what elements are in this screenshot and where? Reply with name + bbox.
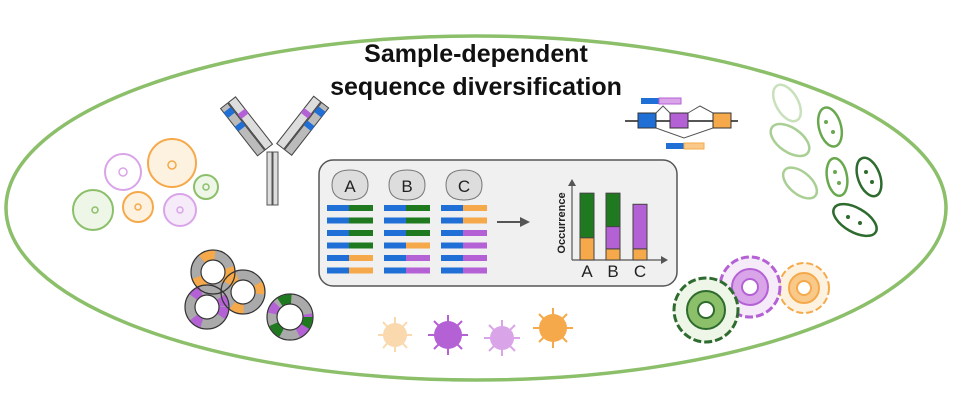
read-blue-segment bbox=[327, 255, 349, 261]
read-purple-segment bbox=[406, 267, 430, 274]
read-blue-segment bbox=[441, 205, 463, 211]
read-green-segment bbox=[349, 217, 373, 224]
bacteria-icon bbox=[769, 83, 883, 238]
read-orange-segment bbox=[463, 205, 487, 211]
read-blue-segment bbox=[441, 255, 463, 261]
x-tick-label-c: C bbox=[634, 262, 646, 281]
bar-c-segment-1 bbox=[632, 203, 648, 250]
read-blue-segment bbox=[384, 217, 406, 224]
flowers-icon bbox=[672, 255, 830, 344]
read-blue-segment bbox=[384, 267, 406, 274]
sample-label-b: B bbox=[401, 177, 412, 196]
read-blue-segment bbox=[384, 230, 406, 236]
read-green-segment bbox=[406, 217, 430, 224]
read-green-segment bbox=[406, 230, 430, 236]
read-orange-segment bbox=[406, 242, 430, 249]
viruses-icon bbox=[378, 308, 573, 356]
outer-ellipse bbox=[4, 34, 948, 382]
read-blue-segment bbox=[327, 217, 349, 224]
bars-group bbox=[579, 192, 648, 261]
read-blue-segment bbox=[327, 230, 349, 236]
y-axis-arrowhead bbox=[568, 179, 576, 186]
read-blue-segment bbox=[327, 267, 349, 274]
title-line-1: Sample-dependent bbox=[364, 40, 588, 68]
bar-a-segment-2 bbox=[579, 192, 595, 239]
bar-b-segment-2 bbox=[605, 192, 621, 228]
read-blue-segment bbox=[384, 205, 406, 211]
read-blue-segment bbox=[384, 242, 406, 249]
read-blue-segment bbox=[327, 205, 349, 211]
sample-drop-icon bbox=[445, 169, 483, 201]
read-purple-segment bbox=[406, 255, 430, 261]
read-purple-segment bbox=[463, 255, 487, 261]
title-line-2: sequence diversification bbox=[330, 73, 622, 101]
read-green-segment bbox=[349, 230, 373, 236]
read-purple-segment bbox=[463, 242, 487, 249]
read-purple-segment bbox=[463, 267, 487, 274]
bar-b-segment-0 bbox=[605, 248, 621, 261]
sample-label-c: C bbox=[458, 177, 470, 196]
sample-drops: A B C bbox=[331, 169, 483, 201]
read-green-segment bbox=[406, 205, 430, 211]
read-blue-segment bbox=[327, 242, 349, 249]
read-orange-segment bbox=[349, 255, 373, 261]
sample-drop-icon bbox=[331, 169, 369, 201]
read-blue-segment bbox=[441, 242, 463, 249]
read-blue-segment bbox=[441, 230, 463, 236]
read-orange-segment bbox=[463, 217, 487, 224]
plasmid-outlines bbox=[184, 249, 314, 341]
gene-splicing-icon bbox=[625, 97, 738, 150]
y-axis-label: Occurrence bbox=[556, 192, 568, 253]
read-green-segment bbox=[349, 242, 373, 249]
arrow-icon bbox=[497, 217, 530, 227]
bar-c-segment-0 bbox=[632, 248, 648, 261]
read-blue-segment bbox=[384, 255, 406, 261]
read-blue-segment bbox=[441, 217, 463, 224]
read-purple-segment bbox=[463, 230, 487, 236]
sequence-reads bbox=[327, 205, 487, 274]
bar-a-segment-0 bbox=[579, 237, 595, 261]
read-blue-segment bbox=[441, 267, 463, 274]
x-tick-label-a: A bbox=[581, 262, 593, 281]
read-orange-segment bbox=[349, 267, 373, 274]
read-green-segment bbox=[349, 205, 373, 211]
antibody-icon bbox=[219, 95, 330, 206]
bar-b-segment-1 bbox=[605, 226, 621, 250]
cells-icon bbox=[72, 138, 219, 231]
x-tick-label-b: B bbox=[607, 262, 618, 281]
sample-drop-icon bbox=[388, 169, 426, 201]
plasmids-icon bbox=[185, 250, 313, 340]
x-axis-arrowhead bbox=[661, 256, 668, 264]
sample-label-a: A bbox=[344, 177, 356, 196]
